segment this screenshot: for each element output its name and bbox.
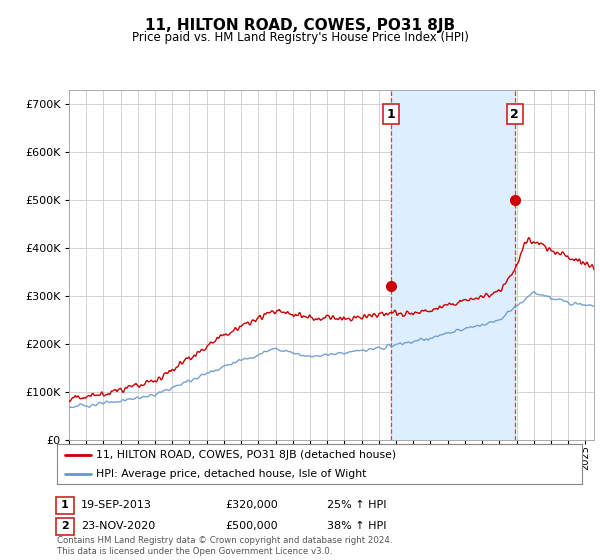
Text: £320,000: £320,000 bbox=[225, 500, 278, 510]
Text: 1: 1 bbox=[387, 108, 395, 120]
Text: 38% ↑ HPI: 38% ↑ HPI bbox=[327, 521, 386, 531]
Text: 25% ↑ HPI: 25% ↑ HPI bbox=[327, 500, 386, 510]
Text: 11, HILTON ROAD, COWES, PO31 8JB: 11, HILTON ROAD, COWES, PO31 8JB bbox=[145, 18, 455, 33]
Text: £500,000: £500,000 bbox=[225, 521, 278, 531]
Bar bbox=[391, 90, 515, 440]
Text: 1: 1 bbox=[61, 500, 68, 510]
Text: HPI: Average price, detached house, Isle of Wight: HPI: Average price, detached house, Isle… bbox=[97, 469, 367, 478]
Text: 11, HILTON ROAD, COWES, PO31 8JB (detached house): 11, HILTON ROAD, COWES, PO31 8JB (detach… bbox=[97, 450, 397, 460]
Text: 2: 2 bbox=[61, 521, 68, 531]
Text: Contains HM Land Registry data © Crown copyright and database right 2024.
This d: Contains HM Land Registry data © Crown c… bbox=[57, 536, 392, 556]
Text: 2: 2 bbox=[511, 108, 519, 120]
Text: 19-SEP-2013: 19-SEP-2013 bbox=[81, 500, 152, 510]
Text: 23-NOV-2020: 23-NOV-2020 bbox=[81, 521, 155, 531]
Text: Price paid vs. HM Land Registry's House Price Index (HPI): Price paid vs. HM Land Registry's House … bbox=[131, 31, 469, 44]
